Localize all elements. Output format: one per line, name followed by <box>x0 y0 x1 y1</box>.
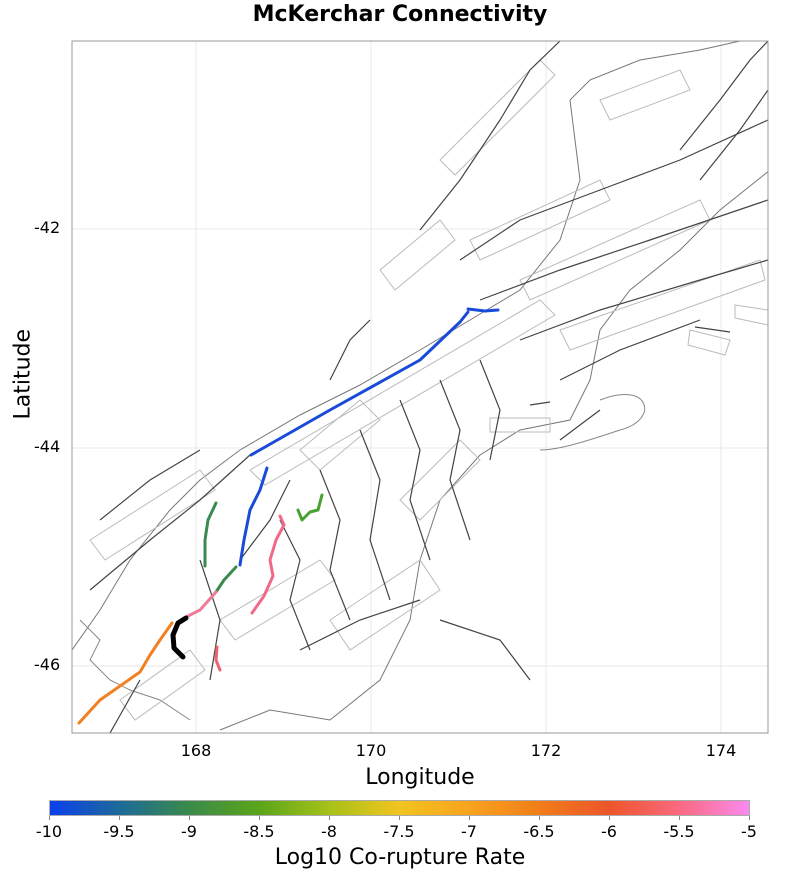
fault-green-mid <box>214 565 238 594</box>
colorbar-tick: -5 <box>741 822 757 841</box>
xtick-label: 172 <box>530 741 562 760</box>
colorbar-gradient <box>49 800 750 816</box>
highlighted-faults <box>77 307 500 725</box>
colorbar-tick: -9.5 <box>103 822 135 841</box>
colorbar-tick: -7.5 <box>383 822 415 841</box>
coastline <box>72 41 741 651</box>
fault-pink-northeast <box>250 514 286 615</box>
fault-western-blue <box>238 466 269 567</box>
ytick-label: -46 <box>34 655 61 674</box>
fault-orange <box>77 621 174 725</box>
colorbar-tick: -9 <box>181 822 197 841</box>
fault-green-east <box>296 493 324 522</box>
xtick-label: 170 <box>355 741 387 760</box>
fault-green-west <box>203 501 218 568</box>
colorbar-tick: -6.5 <box>523 822 555 841</box>
plot-frame <box>71 40 769 734</box>
ytick-label: -42 <box>34 218 61 237</box>
colorbar-tick: -8.5 <box>243 822 275 841</box>
x-axis-label: Longitude <box>365 765 475 790</box>
xtick-label: 174 <box>705 741 737 760</box>
colorbar-label: Log10 Co-rupture Rate <box>274 845 526 870</box>
fault-mckerchar-source <box>170 615 189 660</box>
colorbar-tick: -5.5 <box>663 822 695 841</box>
colorbar-tick: -8 <box>321 822 337 841</box>
fault-network <box>72 41 768 733</box>
colorbar <box>49 800 750 816</box>
y-axis-label: Latitude <box>10 328 36 420</box>
colorbar-tick: -7 <box>461 822 477 841</box>
fault-pink-connector <box>184 590 218 619</box>
colorbar-tick: -6 <box>601 822 617 841</box>
fault-alpine-tip-blue <box>466 307 500 313</box>
xtick-label: 168 <box>180 741 212 760</box>
ytick-label: -44 <box>34 437 61 456</box>
colorbar-tick: -10 <box>35 822 63 841</box>
fault-alpine-blue <box>249 310 470 457</box>
fault-pink-south <box>214 645 222 672</box>
chart-title: McKerchar Connectivity <box>252 2 548 27</box>
